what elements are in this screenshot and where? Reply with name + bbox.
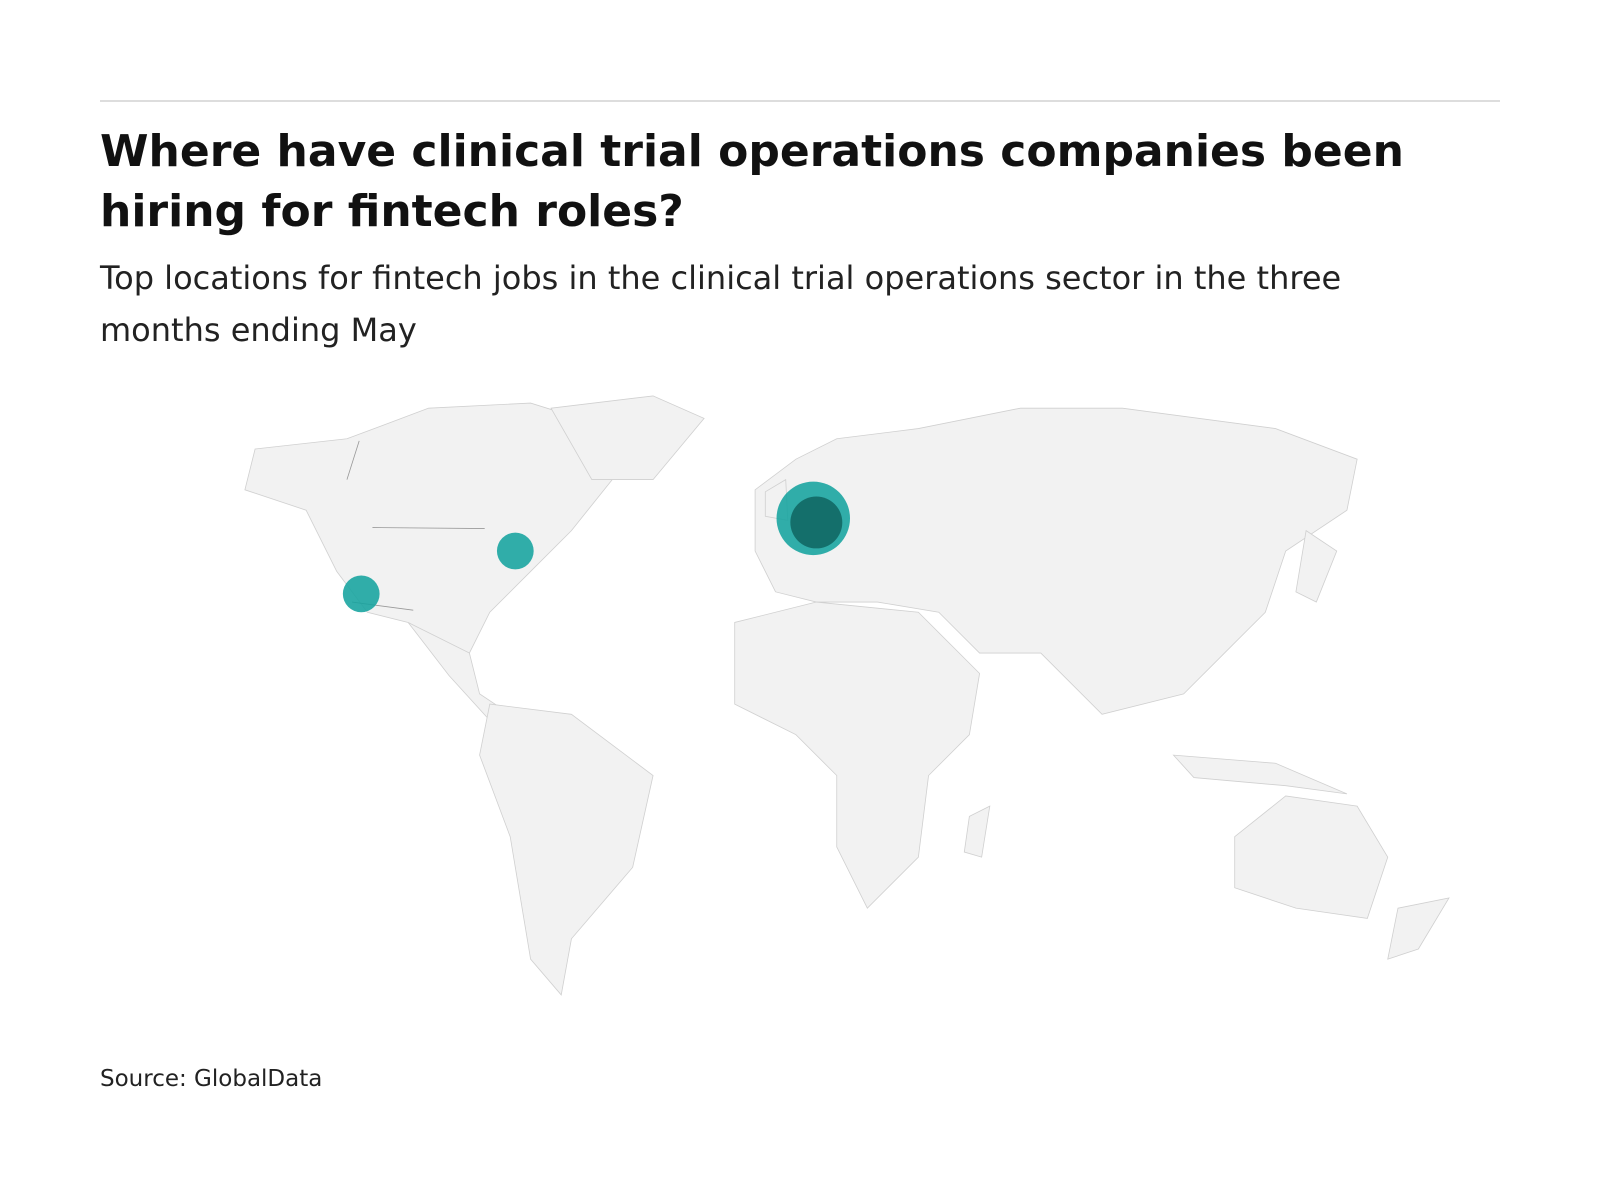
source-note: Source: GlobalData: [100, 1066, 323, 1092]
bubble: [496, 532, 534, 570]
chart-subtitle: Top locations for fintech jobs in the cl…: [100, 259, 1342, 349]
land: [244, 395, 1450, 996]
bubble: [342, 575, 380, 613]
chart-title: Where have clinical trial operations com…: [100, 126, 1404, 237]
top-rule: [100, 100, 1500, 102]
bubble: [790, 496, 843, 549]
bubbles: [342, 481, 850, 613]
